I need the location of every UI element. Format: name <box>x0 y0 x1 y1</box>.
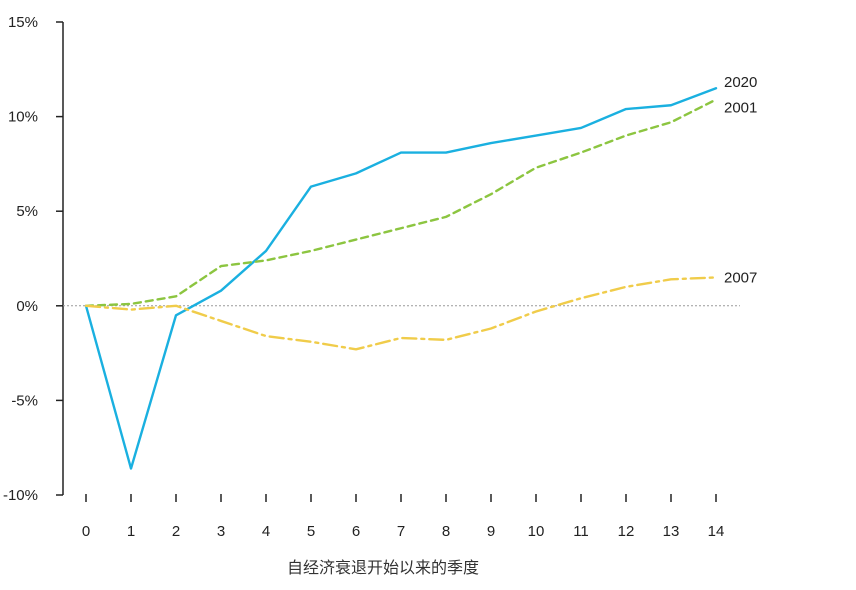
y-tick-label: 0% <box>16 298 38 315</box>
series-label-2001: 2001 <box>724 100 757 117</box>
y-tick-label: 15% <box>8 14 38 31</box>
x-tick-label: 1 <box>127 523 135 540</box>
x-axis-label: 自经济衰退开始以来的季度 <box>287 558 479 577</box>
series-label-2007: 2007 <box>724 269 757 286</box>
x-tick-label: 0 <box>82 523 90 540</box>
x-tick-label: 2 <box>172 523 180 540</box>
x-tick-label: 8 <box>442 523 450 540</box>
y-tick-label: -5% <box>11 392 38 409</box>
series-labels: 2020 2001 2007 <box>724 74 757 286</box>
series-line-2007 <box>84 276 718 351</box>
y-tick-label: 10% <box>8 109 38 126</box>
x-tick-label: 9 <box>487 523 495 540</box>
y-tick-label: -10% <box>3 487 38 504</box>
x-tick-label: 11 <box>573 523 589 540</box>
x-tick-label: 3 <box>217 523 225 540</box>
y-tick-label: 5% <box>16 203 38 220</box>
series-line-2001 <box>84 98 718 307</box>
series-label-2020: 2020 <box>724 74 757 91</box>
x-tick-label: 13 <box>663 523 680 540</box>
x-tick-label: 14 <box>708 523 725 540</box>
series-lines <box>84 87 718 470</box>
x-ticks: 0 1 2 3 4 5 6 7 8 9 10 11 12 13 14 <box>82 494 725 540</box>
x-tick-label: 6 <box>352 523 360 540</box>
x-tick-label: 5 <box>307 523 315 540</box>
series-line-2020 <box>84 87 718 470</box>
y-ticks: 15% 10% 5% 0% -5% -10% <box>3 14 63 504</box>
x-tick-label: 10 <box>528 523 545 540</box>
x-tick-label: 12 <box>618 523 635 540</box>
x-tick-label: 4 <box>262 523 270 540</box>
x-tick-label: 7 <box>397 523 405 540</box>
